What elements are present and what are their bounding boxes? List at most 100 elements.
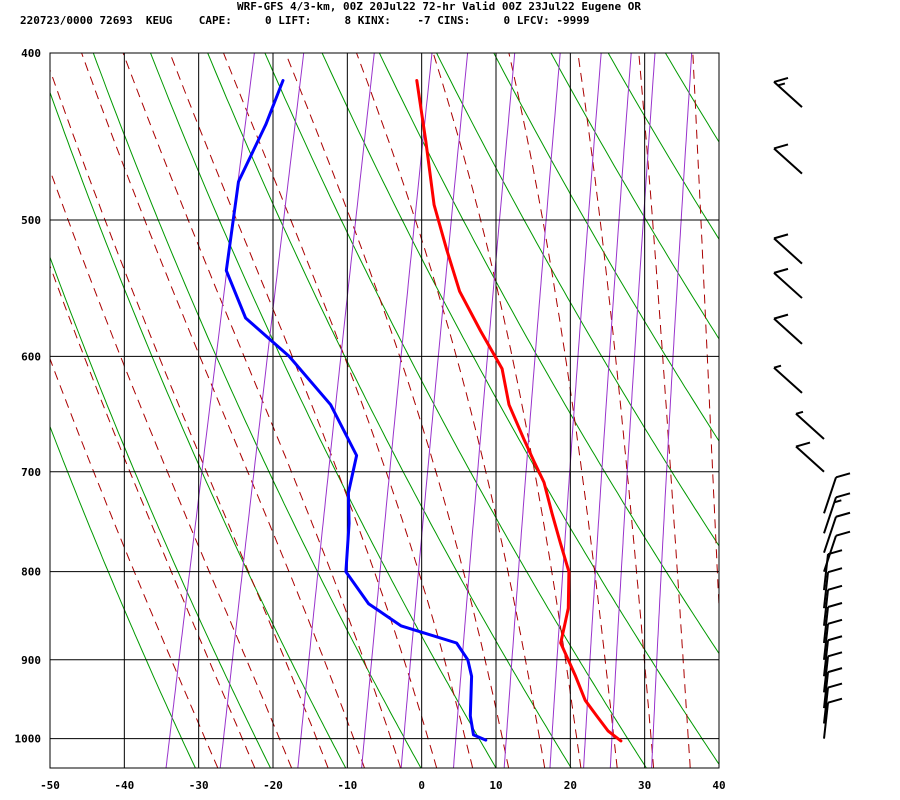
pressure-tick-label: 1000 [15, 733, 42, 746]
barb-flag [773, 76, 789, 83]
dry-adiabat [264, 53, 647, 768]
barb-flag [827, 567, 843, 574]
barb-flag [835, 492, 851, 499]
barb-staff [773, 317, 803, 345]
barb-staff [823, 477, 837, 514]
x-tick-label: -20 [263, 779, 283, 792]
temperature-profile [415, 79, 623, 743]
pressure-tick-label: 500 [21, 214, 41, 227]
wind-barb [773, 313, 803, 345]
barb-staff [823, 535, 837, 572]
barb-staff [795, 445, 825, 473]
barb-staff [823, 496, 837, 534]
barb-staff [823, 702, 829, 739]
sounding-indices: 220723/0000 72693 KEUG CAPE: 0 LIFT: 8 K… [20, 14, 590, 27]
dry-adiabat [50, 255, 271, 768]
barb-staff [823, 640, 829, 677]
x-tick-label: 0 [418, 779, 425, 792]
moist-adiabat [692, 53, 719, 618]
wind-barb [773, 143, 803, 175]
dry-adiabat [664, 53, 719, 143]
barb-half-flag [834, 499, 842, 504]
barb-flag [827, 584, 843, 591]
barb-staff [795, 413, 825, 440]
barb-flag [827, 697, 843, 704]
mixing-ratio-line [609, 53, 656, 768]
dry-adiabat [837, 53, 900, 768]
plot-grid [49, 52, 720, 769]
mixing-ratio-line [453, 53, 516, 768]
dry-adiabat [50, 425, 196, 768]
mixing-ratio-line [361, 53, 433, 768]
moist-adiabat [356, 53, 546, 768]
barb-flag [827, 635, 843, 642]
dry-adiabat [150, 53, 497, 768]
moist-adiabat [638, 53, 691, 768]
barb-flag [773, 233, 789, 240]
wind-barb [823, 472, 851, 514]
barb-staff [823, 687, 829, 724]
wind-barb [773, 233, 803, 265]
pressure-tick-label: 800 [21, 566, 41, 579]
moist-adiabat [508, 53, 618, 768]
wind-barb [773, 76, 803, 108]
dry-adiabat [378, 53, 719, 655]
dry-adiabat [92, 53, 422, 768]
moist-adiabat [50, 68, 329, 768]
mixing-ratio-line [400, 53, 469, 768]
mixing-ratio-line [297, 53, 375, 768]
mixing-ratio-line [549, 53, 602, 768]
moist-adiabat [432, 53, 582, 768]
dewpoint-profile [224, 79, 488, 742]
moist-adiabat [169, 53, 438, 768]
barb-flag [795, 441, 811, 448]
barb-half-flag [795, 410, 804, 415]
thermo-background-lines [50, 53, 900, 768]
pressure-tick-label: 900 [21, 654, 41, 667]
wind-barb [823, 492, 851, 534]
wind-barb [823, 651, 843, 693]
barb-flag [835, 472, 851, 479]
barb-staff [773, 366, 803, 394]
wind-barb [823, 697, 843, 739]
wind-barb [823, 584, 843, 626]
barb-staff [823, 656, 829, 693]
x-tick-label: 40 [712, 779, 725, 792]
barb-half-flag [777, 82, 786, 87]
dry-adiabat [780, 53, 900, 768]
x-tick-label: 30 [638, 779, 651, 792]
wind-barb [823, 567, 843, 609]
wind-barb [823, 667, 843, 709]
barb-staff [773, 237, 803, 265]
barb-flag [773, 143, 789, 150]
barb-flag [827, 602, 843, 608]
plot-frame [49, 52, 720, 769]
barb-staff [823, 589, 829, 626]
dry-adiabat [50, 91, 347, 768]
barb-flag [827, 682, 843, 689]
barb-staff [823, 572, 829, 609]
barb-flag [773, 313, 789, 320]
pressure-tick-label: 700 [21, 466, 41, 479]
dry-adiabat [436, 53, 719, 547]
barb-flag [827, 651, 843, 658]
wind-barb [795, 441, 825, 473]
dry-adiabat [550, 53, 719, 340]
barb-flag [773, 267, 789, 274]
dry-adiabat [207, 53, 572, 768]
wind-barb [773, 364, 803, 394]
dry-adiabat [321, 53, 719, 766]
barb-staff [773, 147, 803, 175]
barb-flag [827, 667, 843, 674]
wind-barb [823, 618, 843, 660]
barb-flag [827, 618, 843, 625]
moist-adiabat [122, 53, 402, 768]
moist-adiabat [285, 53, 510, 768]
wind-barb [823, 602, 843, 644]
mixing-ratio-line [503, 53, 561, 768]
moist-adiabat [223, 53, 474, 768]
barb-staff [823, 606, 829, 644]
barb-flag [835, 530, 851, 537]
mixing-ratio-line [219, 53, 305, 768]
wind-barb [795, 410, 825, 440]
